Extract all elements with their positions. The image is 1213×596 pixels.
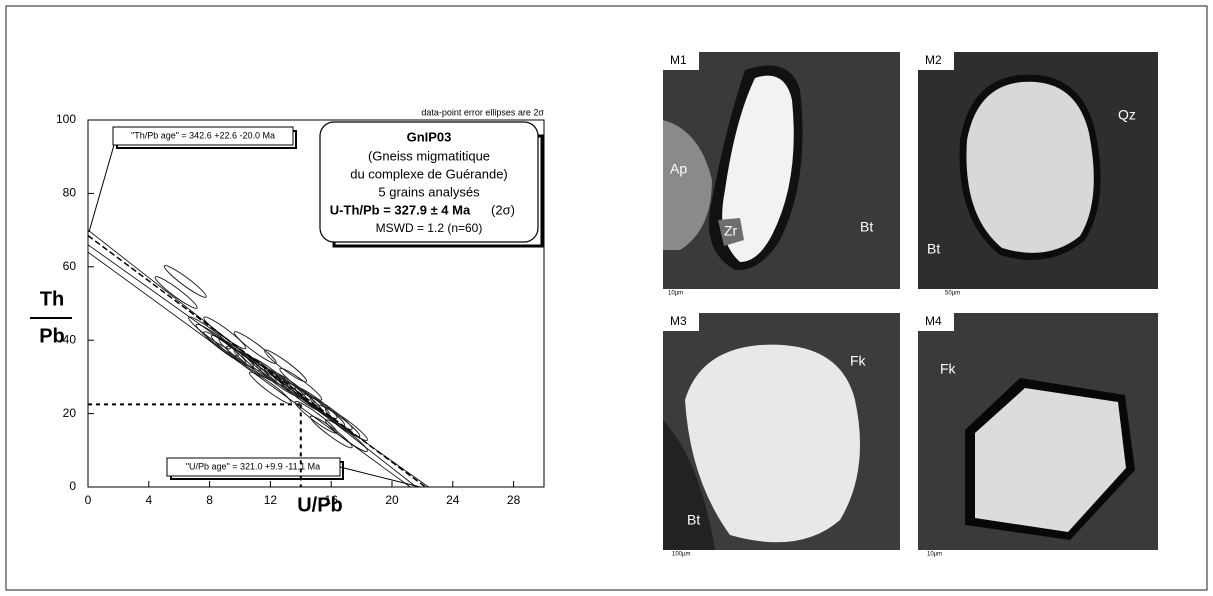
x-tick-label: 28 xyxy=(507,493,521,507)
scale-strip xyxy=(918,289,1158,297)
error-ellipse xyxy=(154,276,198,309)
sample-name: GnIP03 xyxy=(407,129,452,144)
ellipse-note: data-point error ellipses are 2σ xyxy=(421,107,544,117)
th-age: "Th/Pb age" = 342.6 +22.6 -20.0 Ma xyxy=(131,130,275,140)
image-panel xyxy=(918,313,1158,558)
box-line: du complexe de Guérande) xyxy=(350,166,508,181)
panel-tag: M4 xyxy=(925,314,942,328)
image-panel xyxy=(663,313,900,558)
grain xyxy=(663,120,712,250)
mineral-label: Bt xyxy=(860,219,873,235)
leader-line xyxy=(88,144,115,233)
scale-label: 10µm xyxy=(927,552,942,558)
error-ellipse xyxy=(309,415,353,449)
x-tick-label: 20 xyxy=(385,493,399,507)
y-tick-label: 60 xyxy=(63,259,77,273)
fit-line xyxy=(87,235,426,488)
box-shadow xyxy=(170,461,344,480)
fit-line xyxy=(87,251,411,488)
mineral-label: Ap xyxy=(670,161,687,177)
mswd: MSWD = 1.2 (n=60) xyxy=(376,221,483,235)
scale-label: 100µm xyxy=(672,552,690,558)
error-ellipse xyxy=(279,367,323,401)
result-box xyxy=(319,121,539,243)
fit-line xyxy=(87,244,429,488)
mineral-label: Qz xyxy=(1118,107,1136,123)
scale-strip xyxy=(663,289,900,297)
panel-tag: M1 xyxy=(670,53,687,67)
error-ellipse xyxy=(309,397,353,430)
leader-line xyxy=(339,466,421,488)
y-tick-label: 0 xyxy=(69,479,76,493)
tag-bg xyxy=(918,313,954,331)
x-tick-label: 24 xyxy=(446,493,460,507)
x-label: U/Pb xyxy=(297,494,343,516)
scale-strip xyxy=(663,550,900,558)
error-ellipse xyxy=(324,408,368,441)
scale-label: 10µm xyxy=(668,291,683,297)
image-panel xyxy=(918,52,1158,297)
y-tick-label: 100 xyxy=(56,112,76,126)
crystal xyxy=(722,75,794,262)
mineral-label: Bt xyxy=(687,512,700,528)
tag-bg xyxy=(663,52,699,70)
box-line: (Gneiss migmatitique xyxy=(368,148,490,163)
panel-tag: M3 xyxy=(670,314,687,328)
crystal xyxy=(685,344,860,543)
x-tick-label: 8 xyxy=(206,493,213,507)
crystal xyxy=(975,388,1126,532)
box-shadow xyxy=(332,134,544,248)
y-label-top: Th xyxy=(40,288,64,310)
error-ellipse xyxy=(302,393,346,427)
th-age-box xyxy=(112,126,294,146)
panel-tag: M2 xyxy=(925,53,942,67)
mineral-label: Fk xyxy=(940,361,957,377)
x-tick-label: 4 xyxy=(145,493,152,507)
u-age: "U/Pb age" = 321.0 +9.9 -11.1 Ma xyxy=(186,461,320,471)
mineral-label: Fk xyxy=(850,353,867,369)
x-tick-label: 12 xyxy=(264,493,278,507)
scale-strip xyxy=(918,550,1158,558)
biotite xyxy=(663,420,715,550)
plot-frame xyxy=(87,119,545,488)
box-shadow xyxy=(116,130,297,149)
fit-line xyxy=(87,229,417,488)
error-ellipse xyxy=(188,316,232,350)
y-tick-label: 40 xyxy=(63,332,77,346)
box-line: 5 grains analysés xyxy=(378,184,480,199)
chart: data-point error ellipses are 2σ Th Pb U… xyxy=(30,107,545,516)
scale-label: 50µm xyxy=(945,291,960,297)
crystal xyxy=(966,81,1094,253)
grain xyxy=(718,218,744,246)
age-result: U-Th/Pb = 327.9 ± 4 Ma xyxy=(330,202,471,217)
image-panel xyxy=(663,52,900,297)
mineral-label: Zr xyxy=(724,223,738,239)
error-ellipse xyxy=(163,265,207,298)
tag-bg xyxy=(918,52,954,70)
y-tick-label: 20 xyxy=(63,406,77,420)
y-label-bottom: Pb xyxy=(39,325,65,347)
error-ellipse xyxy=(248,371,292,405)
tag-bg xyxy=(663,313,699,331)
y-tick-label: 80 xyxy=(63,186,77,200)
x-tick-label: 16 xyxy=(325,493,339,507)
x-tick-label: 0 xyxy=(85,493,92,507)
mineral-label: Bt xyxy=(927,241,940,257)
age-sigma: (2σ) xyxy=(491,202,515,217)
